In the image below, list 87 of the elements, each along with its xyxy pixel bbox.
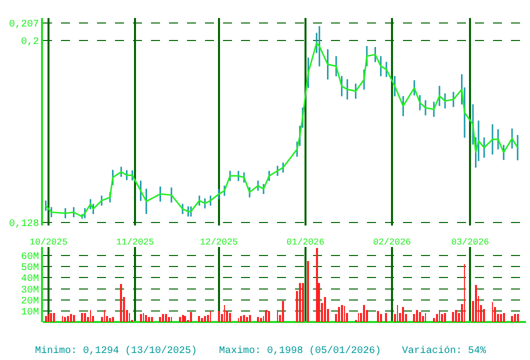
bar bbox=[165, 314, 167, 322]
bar bbox=[148, 317, 150, 322]
bar bbox=[444, 313, 446, 322]
bar bbox=[517, 314, 519, 322]
bar bbox=[299, 283, 301, 322]
bar bbox=[53, 313, 55, 322]
x-tick-label: 02/2026 bbox=[373, 237, 411, 248]
y-tick-label: 20M bbox=[20, 296, 39, 308]
bar bbox=[182, 315, 184, 322]
text: Maximo: 0,1998 (05/01/2026) bbox=[219, 345, 382, 357]
bar bbox=[64, 317, 66, 322]
x-tick-label: 11/2025 bbox=[116, 237, 154, 248]
bar bbox=[67, 316, 69, 322]
bar bbox=[168, 317, 170, 322]
bar bbox=[140, 314, 142, 322]
bar bbox=[249, 315, 251, 322]
bar bbox=[145, 315, 147, 322]
x-tick-label: 03/2026 bbox=[451, 237, 490, 248]
bar bbox=[316, 248, 318, 322]
bar bbox=[184, 316, 186, 322]
y-tick-label: 60M bbox=[20, 252, 39, 264]
line-series bbox=[45, 42, 518, 218]
bar bbox=[422, 316, 424, 322]
bar bbox=[151, 317, 153, 322]
bar bbox=[419, 312, 421, 322]
bar bbox=[324, 297, 326, 322]
bar bbox=[475, 285, 477, 322]
bar bbox=[243, 315, 245, 322]
bar bbox=[433, 318, 435, 322]
bar bbox=[190, 312, 192, 322]
bar bbox=[380, 314, 382, 322]
bar bbox=[201, 318, 203, 322]
bar bbox=[402, 307, 404, 322]
bar bbox=[441, 314, 443, 322]
bar bbox=[514, 314, 516, 322]
bar bbox=[246, 317, 248, 322]
y-tick-label: 0,2 bbox=[20, 37, 39, 48]
x-tick-label: 12/2025 bbox=[200, 237, 238, 248]
bar bbox=[377, 311, 379, 322]
bar bbox=[268, 311, 270, 322]
bar bbox=[416, 310, 418, 322]
bar bbox=[341, 305, 343, 322]
bar bbox=[307, 261, 309, 322]
bar bbox=[73, 315, 75, 322]
bar bbox=[109, 318, 111, 322]
y-tick-label: 0,207 bbox=[8, 20, 39, 31]
bar bbox=[302, 283, 304, 322]
bar bbox=[112, 317, 114, 322]
bar bbox=[503, 313, 505, 322]
text: Minimo: 0,1294 (13/10/2025) bbox=[35, 345, 198, 357]
bar bbox=[483, 309, 485, 322]
bar bbox=[70, 314, 72, 322]
bar bbox=[455, 310, 457, 322]
y-tick-label: 50M bbox=[20, 263, 39, 274]
bar bbox=[159, 317, 161, 322]
bar bbox=[260, 318, 262, 322]
text: Variación: 54% bbox=[402, 345, 486, 357]
y-tick-label: 0,128 bbox=[8, 218, 39, 230]
bar bbox=[120, 284, 122, 322]
bar bbox=[240, 316, 242, 322]
x-tick-label: 01/2026 bbox=[286, 237, 324, 248]
bar bbox=[436, 314, 438, 322]
bar bbox=[162, 314, 164, 322]
y-tick-label: 30M bbox=[20, 285, 39, 296]
bar bbox=[207, 315, 209, 322]
bar bbox=[385, 313, 387, 322]
bar bbox=[45, 316, 47, 322]
bar bbox=[84, 313, 86, 322]
bar bbox=[179, 317, 181, 322]
y-tick-label: 10M bbox=[20, 307, 39, 318]
bar bbox=[282, 301, 284, 322]
bar bbox=[257, 317, 259, 322]
bar bbox=[50, 313, 52, 322]
x-tick-label: 10/2025 bbox=[30, 237, 68, 248]
bar bbox=[265, 310, 267, 322]
bar bbox=[204, 316, 206, 322]
bar bbox=[218, 311, 220, 322]
bar bbox=[229, 313, 231, 322]
bar bbox=[500, 314, 502, 322]
y-tick-label: 40M bbox=[20, 274, 39, 286]
bar bbox=[363, 305, 365, 322]
bar bbox=[511, 316, 513, 322]
bar bbox=[413, 314, 415, 322]
bar bbox=[452, 312, 454, 322]
bar bbox=[81, 313, 83, 322]
bar bbox=[198, 316, 200, 322]
bar bbox=[338, 307, 340, 322]
